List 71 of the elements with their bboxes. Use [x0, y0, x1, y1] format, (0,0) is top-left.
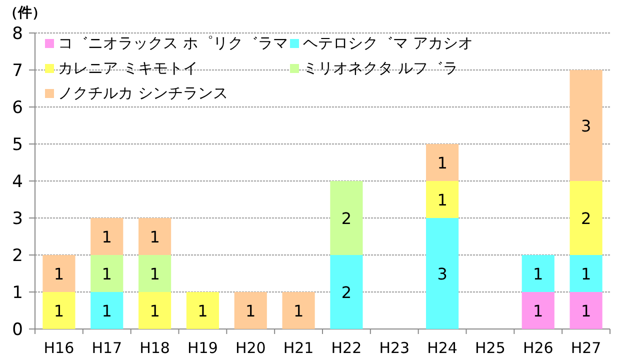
data-label: 2: [341, 283, 352, 302]
y-tick-label: 2: [12, 246, 23, 266]
bar: [522, 255, 554, 292]
data-label: 1: [437, 154, 448, 172]
bar: [426, 144, 459, 181]
y-tick-label: 8: [12, 24, 23, 44]
bar: [330, 255, 363, 329]
bar: [570, 181, 602, 255]
bar: [426, 181, 459, 218]
y-tick-label: 3: [12, 209, 23, 229]
bar: [42, 255, 76, 292]
x-tick-label: H18: [140, 339, 170, 357]
bar: [234, 292, 267, 329]
y-tick-label: 5: [12, 135, 23, 155]
legend-label: コ゛ニオラックス ホ゜リク゛ラマ: [58, 34, 288, 52]
x-tick-label: H16: [44, 339, 74, 357]
bar: [570, 70, 602, 181]
data-label: 1: [533, 302, 544, 320]
y-tick-label: 0: [12, 320, 23, 340]
x-tick-label: H19: [188, 339, 218, 357]
data-label: 2: [341, 209, 352, 228]
data-label: 1: [102, 228, 112, 246]
x-tick-label: H23: [379, 339, 410, 357]
y-tick-label: 6: [12, 98, 23, 118]
bar: [186, 292, 219, 329]
data-label: 1: [580, 264, 592, 284]
bar: [90, 218, 124, 255]
data-label: 1: [293, 302, 304, 320]
bar: [42, 292, 76, 329]
x-tick-label: H22: [331, 339, 362, 357]
data-label: 1: [533, 264, 544, 284]
legend-label: ノクチルカ シンチランス: [58, 84, 228, 102]
x-tick-label: H20: [235, 339, 266, 357]
bar: [138, 255, 172, 292]
bar: [522, 292, 554, 329]
x-tick-label: H17: [92, 339, 122, 357]
bar: [138, 292, 172, 329]
data-label: 1: [54, 264, 64, 284]
data-label: 1: [150, 302, 160, 320]
data-label: 1: [54, 302, 64, 320]
data-label: 1: [580, 302, 592, 320]
legend-label: ミリオネクタ ルフ゛ラ: [303, 59, 458, 77]
x-tick-label: H21: [283, 339, 314, 357]
legend-label: カレニア ミキモトイ: [58, 59, 198, 77]
y-tick-label: 4: [12, 172, 23, 192]
y-tick-label: 1: [12, 283, 23, 303]
bar: [570, 292, 602, 329]
data-label: 1: [150, 228, 160, 246]
y-tick-label: 7: [12, 61, 23, 81]
bar: [282, 292, 315, 329]
data-label: 1: [246, 302, 256, 320]
x-tick-label: H24: [427, 339, 458, 357]
bar: [138, 218, 172, 255]
bar: [330, 181, 363, 255]
x-tick-label: H25: [475, 339, 506, 357]
data-label: 1: [102, 302, 112, 320]
x-tick-label: H27: [570, 339, 602, 357]
data-label: 3: [437, 264, 448, 284]
bar: [426, 218, 459, 329]
bar: [90, 292, 124, 329]
bar: [90, 255, 124, 292]
data-label: 3: [580, 116, 592, 136]
y-axis-title: （件）: [4, 5, 46, 21]
data-label: 2: [580, 209, 592, 228]
x-tick-label: H26: [522, 339, 554, 357]
legend-label: ヘテロシク゛マ アカシオ: [303, 34, 473, 52]
data-label: 1: [102, 264, 112, 284]
data-label: 1: [437, 190, 448, 210]
data-label: 1: [198, 302, 208, 320]
data-label: 1: [150, 264, 160, 284]
bar: [570, 255, 602, 292]
